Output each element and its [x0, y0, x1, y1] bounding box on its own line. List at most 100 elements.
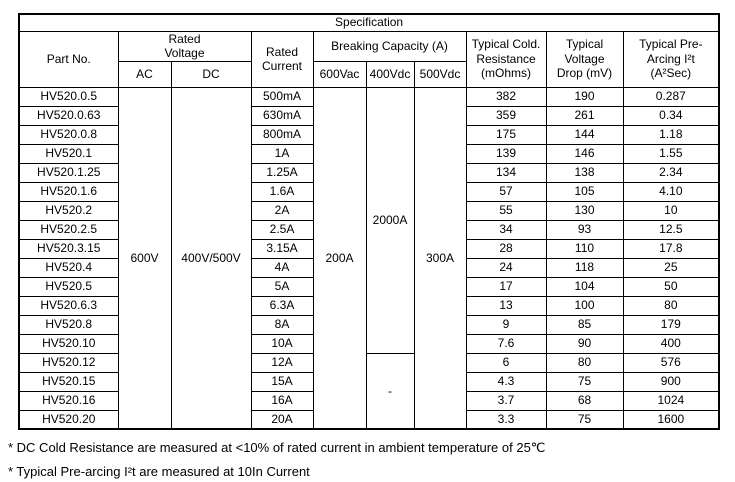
i2t-cell: 900 — [622, 371, 720, 392]
i2t-cell: 12.5 — [622, 219, 720, 240]
part-cell: HV520.8 — [18, 314, 119, 335]
current-cell: 20A — [250, 409, 314, 430]
current-cell: 10A — [250, 333, 314, 354]
current-cell: 2A — [250, 200, 314, 221]
dc-voltage-cell: 400V/500V — [170, 86, 252, 430]
part-cell: HV520.0.8 — [18, 124, 119, 145]
i2t-cell: 576 — [622, 352, 720, 373]
part-cell: HV520.4 — [18, 257, 119, 278]
title-row: Specification — [18, 13, 720, 32]
resistance-cell: 24 — [465, 257, 547, 278]
current-cell: 1.6A — [250, 181, 314, 202]
resistance-cell: 3.3 — [465, 409, 547, 430]
table-row: HV520.0.8 800mA 175 144 1.18 — [18, 124, 720, 145]
i2t-cell: 80 — [622, 295, 720, 316]
voltage-drop-cell: 261 — [545, 105, 624, 126]
header-600vac: 600Vac — [312, 60, 367, 88]
voltage-drop-cell: 80 — [545, 352, 624, 373]
header-rated-voltage: Rated Voltage — [117, 30, 252, 62]
part-cell: HV520.10 — [18, 333, 119, 354]
i2t-cell: 4.10 — [622, 181, 720, 202]
part-cell: HV520.16 — [18, 390, 119, 411]
header-ac: AC — [117, 60, 172, 88]
voltage-drop-cell: 118 — [545, 257, 624, 278]
table-title: Specification — [18, 13, 720, 32]
table-row: HV520.0.5 600V 400V/500V 500mA 200A 2000… — [18, 86, 720, 430]
current-cell: 15A — [250, 371, 314, 392]
header-dc: DC — [170, 60, 252, 88]
part-cell: HV520.1 — [18, 143, 119, 164]
header-rated-current: Rated Current — [250, 30, 314, 88]
i2t-cell: 0.34 — [622, 105, 720, 126]
part-cell: HV520.5 — [18, 276, 119, 297]
resistance-cell: 17 — [465, 276, 547, 297]
header-pre-arcing: Typical Pre- Arcing I²t (A²Sec) — [622, 30, 720, 88]
current-cell: 6.3A — [250, 295, 314, 316]
part-cell: HV520.2.5 — [18, 219, 119, 240]
current-cell: 8A — [250, 314, 314, 335]
footnote-dc-cold-resistance: * DC Cold Resistance are measured at <10… — [8, 440, 546, 456]
part-cell: HV520.1.6 — [18, 181, 119, 202]
current-cell: 3.15A — [250, 238, 314, 259]
part-cell: HV520.0.5 — [18, 86, 119, 107]
current-cell: 1A — [250, 143, 314, 164]
resistance-cell: 134 — [465, 162, 547, 183]
i2t-cell: 10 — [622, 200, 720, 221]
resistance-cell: 359 — [465, 105, 547, 126]
current-cell: 500mA — [250, 86, 314, 107]
i2t-cell: 0.287 — [622, 86, 720, 107]
i2t-cell: 2.34 — [622, 162, 720, 183]
resistance-cell: 3.7 — [465, 390, 547, 411]
header-part-no: Part No. — [18, 30, 119, 88]
part-cell: HV520.15 — [18, 371, 119, 392]
resistance-cell: 139 — [465, 143, 547, 164]
footnote-pre-arcing: * Typical Pre-arcing I²t are measured at… — [8, 464, 310, 480]
table-row: HV520.4 4A 24 118 25 — [18, 257, 720, 278]
table-row: HV520.20 20A 3.3 75 1600 — [18, 409, 720, 430]
i2t-cell: 50 — [622, 276, 720, 297]
i2t-cell: 1024 — [622, 390, 720, 411]
footnotes: * DC Cold Resistance are measured at <10… — [8, 438, 718, 482]
voltage-drop-cell: 146 — [545, 143, 624, 164]
voltage-drop-cell: 85 — [545, 314, 624, 335]
part-cell: HV520.20 — [18, 409, 119, 430]
voltage-drop-cell: 130 — [545, 200, 624, 221]
current-cell: 4A — [250, 257, 314, 278]
voltage-drop-cell: 68 — [545, 390, 624, 411]
table-row: HV520.3.15 3.15A 28 110 17.8 — [18, 238, 720, 259]
part-cell: HV520.12 — [18, 352, 119, 373]
i2t-cell: 1.18 — [622, 124, 720, 145]
breaking-500vdc-cell: 300A — [413, 86, 467, 430]
resistance-cell: 13 — [465, 295, 547, 316]
header-500vdc: 500Vdc — [413, 60, 467, 88]
header-400vdc: 400Vdc — [365, 60, 415, 88]
ac-voltage-cell: 600V — [117, 86, 172, 430]
breaking-400vdc-dash-cell: - — [365, 352, 415, 430]
breaking-600vac-cell: 200A — [312, 86, 367, 430]
part-cell: HV520.0.63 — [18, 105, 119, 126]
resistance-cell: 175 — [465, 124, 547, 145]
resistance-cell: 57 — [465, 181, 547, 202]
voltage-drop-cell: 105 — [545, 181, 624, 202]
i2t-cell: 17.8 — [622, 238, 720, 259]
resistance-cell: 6 — [465, 352, 547, 373]
part-cell: HV520.1.25 — [18, 162, 119, 183]
current-cell: 800mA — [250, 124, 314, 145]
header-row-sub: AC DC 600Vac 400Vdc 500Vdc — [19, 60, 719, 88]
i2t-cell: 400 — [622, 333, 720, 354]
voltage-drop-cell: 90 — [545, 333, 624, 354]
resistance-cell: 55 — [465, 200, 547, 221]
voltage-drop-cell: 104 — [545, 276, 624, 297]
part-cell: HV520.2 — [18, 200, 119, 221]
part-cell: HV520.6.3 — [18, 295, 119, 316]
current-cell: 5A — [250, 276, 314, 297]
specification-table: Specification Part No. Rated Voltage Rat… — [18, 13, 721, 431]
i2t-cell: 179 — [622, 314, 720, 335]
header-row-main: Part No. Rated Voltage Rated Current Bre… — [18, 30, 720, 88]
table-row: HV520.16 16A 3.7 68 1024 — [18, 390, 720, 411]
resistance-cell: 28 — [465, 238, 547, 259]
current-cell: 12A — [250, 352, 314, 373]
voltage-drop-cell: 100 — [545, 295, 624, 316]
table-row: HV520.10 10A 7.6 90 400 — [18, 333, 720, 354]
